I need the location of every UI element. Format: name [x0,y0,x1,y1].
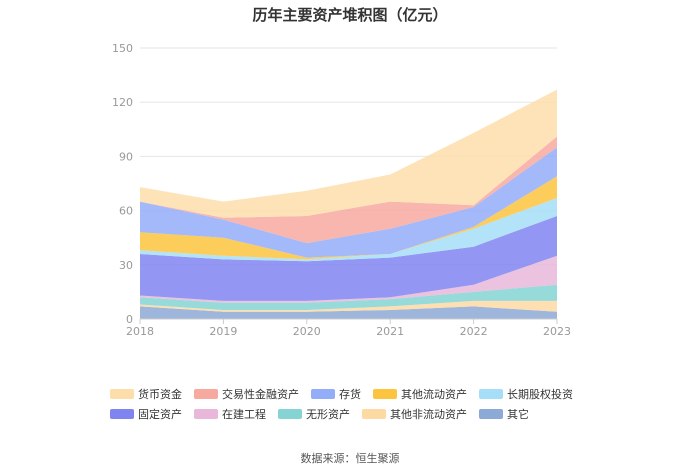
legend-label: 其它 [507,408,529,421]
legend-swatch [110,389,134,399]
source-note: 数据来源：恒生聚源 [300,452,400,465]
legend-item[interactable]: 存货 [311,388,361,401]
area-series-9 [140,89,557,218]
legend-swatch [479,389,503,399]
legend-label: 固定资产 [138,408,182,421]
legend-label: 其他非流动资产 [390,408,467,421]
area-series-1 [140,300,557,312]
y-tick-label: 120 [112,96,133,109]
legend-swatch [110,409,134,419]
x-tick-label: 2022 [460,325,488,338]
y-tick-label: 0 [126,313,133,326]
x-tick-label: 2020 [293,325,321,338]
y-axis: 0 30 60 90 120 150 [112,42,133,326]
x-tick-label: 2018 [126,325,154,338]
legend-item[interactable]: 固定资产 [110,408,182,421]
legend-item[interactable]: 其他非流动资产 [362,408,467,421]
area-series-2 [140,284,557,310]
legend-swatch [479,409,503,419]
legend-label: 长期股权投资 [507,388,573,401]
legend-label: 货币资金 [138,388,182,401]
legend-swatch [362,409,386,419]
legend-item[interactable]: 交易性金融资产 [194,388,299,401]
legend-swatch [311,389,335,399]
x-tick-label: 2023 [543,325,571,338]
x-tick-label: 2021 [376,325,404,338]
area-series-3 [140,255,557,303]
y-tick-label: 150 [112,42,133,55]
legend-swatch [194,409,218,419]
legend-label: 其他流动资产 [401,388,467,401]
y-tick-label: 60 [119,205,133,218]
area-series-group [140,89,557,319]
legend-item[interactable]: 其它 [479,408,529,421]
legend: 货币资金 交易性金融资产 存货 其他流动资产 长期股权投资固定资产 在建工程 无形资产 其他非… [110,388,630,421]
legend-label: 在建工程 [222,408,266,421]
area-series-5 [140,198,557,262]
area-series-4 [140,216,557,301]
y-tick-label: 90 [119,150,133,163]
area-series-7 [140,147,557,258]
chart-title: 历年主要资产堆积图（亿元） [252,6,448,24]
legend-item[interactable]: 货币资金 [110,388,182,401]
area-series-0 [140,306,557,319]
legend-swatch [278,409,302,419]
legend-item[interactable]: 在建工程 [194,408,266,421]
y-tick-label: 30 [119,259,133,272]
area-series-6 [140,176,557,260]
legend-item[interactable]: 长期股权投资 [479,388,573,401]
legend-item[interactable]: 无形资产 [278,408,350,421]
area-series-8 [140,136,557,244]
x-axis: 2018 2019 2020 2021 2022 2023 [126,318,571,338]
legend-label: 存货 [339,388,361,401]
legend-swatch [194,389,218,399]
legend-label: 交易性金融资产 [222,388,299,401]
legend-label: 无形资产 [306,408,350,421]
legend-item[interactable]: 其他流动资产 [373,388,467,401]
x-tick-label: 2019 [209,325,237,338]
legend-swatch [373,389,397,399]
